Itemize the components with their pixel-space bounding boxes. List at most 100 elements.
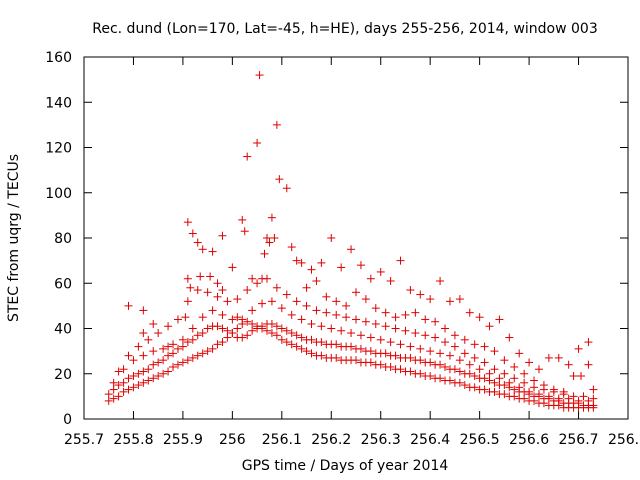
- data-point: [366, 347, 375, 356]
- data-point: [520, 378, 529, 387]
- data-point: [510, 374, 519, 383]
- data-point: [495, 315, 504, 324]
- data-point: [238, 333, 247, 342]
- data-point: [270, 234, 279, 242]
- data-point: [564, 394, 573, 403]
- data-point: [520, 394, 529, 403]
- data-point: [436, 374, 445, 383]
- data-point: [381, 308, 390, 317]
- x-tick-label: 256.7: [558, 432, 598, 448]
- data-point: [149, 374, 158, 383]
- data-point: [258, 322, 267, 331]
- data-point: [465, 360, 474, 369]
- data-point: [356, 331, 365, 340]
- data-point: [196, 272, 205, 281]
- data-point: [500, 356, 509, 365]
- data-point: [490, 365, 499, 374]
- data-point: [490, 387, 499, 396]
- data-point: [406, 353, 415, 362]
- y-tick-label: 40: [54, 322, 72, 338]
- data-point: [426, 372, 435, 381]
- data-point: [515, 383, 524, 392]
- data-point: [124, 385, 133, 394]
- data-point: [267, 297, 276, 306]
- data-point: [386, 362, 395, 371]
- data-point: [317, 322, 326, 331]
- chart-title: Rec. dund (Lon=170, Lat=-45, h=HE), days…: [92, 21, 598, 37]
- data-point: [297, 258, 306, 267]
- data-point: [406, 342, 415, 351]
- data-point: [485, 322, 494, 331]
- x-tick-label: 256: [219, 432, 246, 448]
- y-tick-label: 100: [45, 186, 72, 202]
- data-point: [584, 396, 593, 405]
- data-point: [253, 324, 262, 333]
- data-point: [164, 342, 173, 351]
- data-point: [327, 324, 336, 333]
- data-point: [436, 360, 445, 369]
- x-tick-label: 256.6: [509, 432, 549, 448]
- data-point: [265, 238, 274, 247]
- y-tick-label: 0: [63, 412, 72, 428]
- data-point: [505, 378, 514, 387]
- data-point: [267, 319, 276, 328]
- data-point: [124, 301, 133, 310]
- data-point: [154, 329, 163, 338]
- data-point: [213, 340, 222, 349]
- y-tick-label: 160: [45, 50, 72, 66]
- data-point: [198, 313, 207, 322]
- data-point: [282, 338, 291, 347]
- data-point: [411, 308, 420, 317]
- data-point: [208, 247, 217, 256]
- data-point: [525, 358, 534, 367]
- data-point: [450, 331, 459, 340]
- data-point: [445, 376, 454, 385]
- data-point: [139, 329, 148, 338]
- data-point: [188, 229, 197, 238]
- data-point: [258, 274, 267, 283]
- data-point: [356, 344, 365, 353]
- data-point: [258, 299, 267, 308]
- data-point: [223, 297, 232, 306]
- y-tick-label: 60: [54, 276, 72, 292]
- data-point: [589, 385, 598, 394]
- data-point: [173, 360, 182, 369]
- data-point: [510, 392, 519, 401]
- data-point: [530, 376, 539, 385]
- data-point: [460, 349, 469, 358]
- data-point: [124, 351, 133, 360]
- data-point: [238, 315, 247, 324]
- data-point: [450, 342, 459, 351]
- data-point: [411, 329, 420, 338]
- data-point: [228, 263, 237, 272]
- data-point: [436, 276, 445, 285]
- data-point: [119, 387, 128, 396]
- data-point: [114, 392, 123, 401]
- data-point: [233, 295, 242, 304]
- data-point: [416, 356, 425, 365]
- data-point: [240, 227, 249, 236]
- data-point: [272, 120, 281, 129]
- y-tick-label: 20: [54, 367, 72, 383]
- data-point: [431, 333, 440, 342]
- data-point: [475, 365, 484, 374]
- data-point: [455, 356, 464, 365]
- data-point: [431, 317, 440, 326]
- data-point: [386, 338, 395, 347]
- data-point: [505, 333, 514, 342]
- data-point: [510, 385, 519, 394]
- data-point: [139, 378, 148, 387]
- data-point: [381, 322, 390, 331]
- data-point: [342, 313, 351, 322]
- data-point: [307, 265, 316, 274]
- data-point: [441, 324, 450, 333]
- data-point: [455, 378, 464, 387]
- data-point: [208, 344, 217, 353]
- data-point: [178, 335, 187, 344]
- data-point: [470, 340, 479, 349]
- data-point: [188, 335, 197, 344]
- data-point: [173, 344, 182, 353]
- data-point: [352, 315, 360, 324]
- data-point: [114, 381, 123, 390]
- data-point: [302, 301, 311, 310]
